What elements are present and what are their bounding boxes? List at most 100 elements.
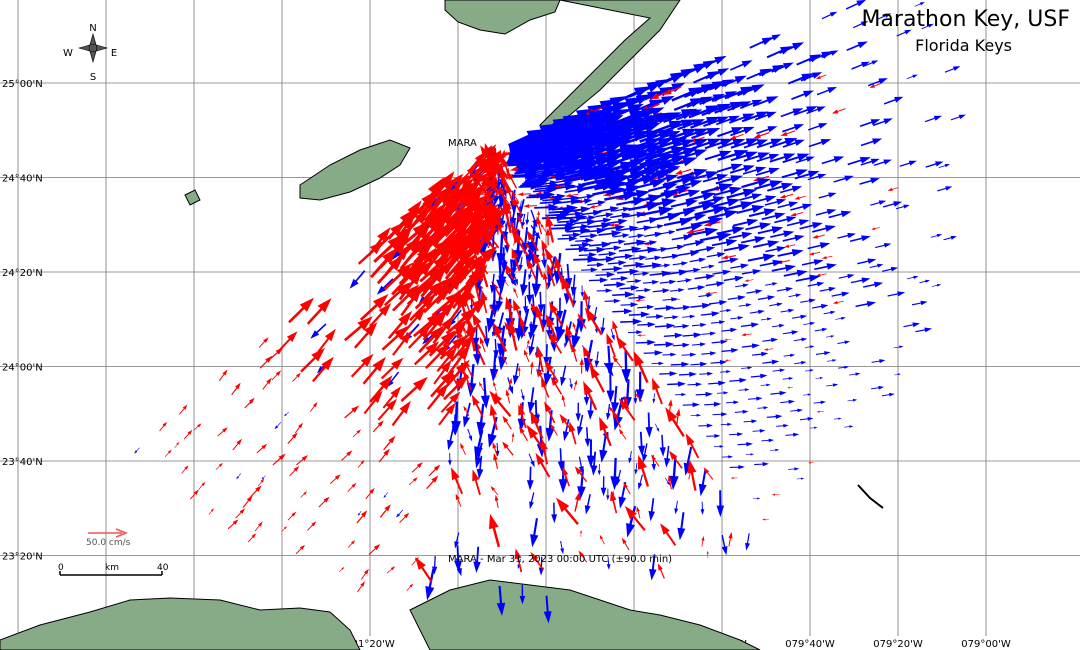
current-vector (522, 283, 525, 291)
current-vector (782, 139, 805, 148)
current-vector (683, 446, 693, 476)
current-vector (612, 291, 635, 298)
current-vector (574, 491, 581, 512)
current-vector (663, 217, 693, 227)
current-vector (808, 123, 828, 131)
current-vector (701, 103, 732, 117)
current-vector (807, 173, 827, 181)
current-vector (673, 189, 701, 199)
current-vector (490, 486, 499, 496)
current-vector (811, 304, 829, 309)
current-vector (683, 240, 705, 247)
current-vector (379, 504, 391, 518)
current-vector (455, 493, 462, 507)
current-vector (754, 462, 769, 467)
current-vector (612, 308, 633, 315)
current-vector (771, 493, 780, 496)
current-vector (533, 251, 544, 278)
current-vector (518, 256, 523, 271)
current-vector (496, 260, 506, 294)
current-vector (574, 219, 597, 226)
current-vector (754, 180, 783, 190)
current-vector (628, 201, 662, 211)
current-vector (729, 377, 747, 383)
station-marker (488, 148, 496, 156)
current-vector (651, 454, 660, 467)
current-vector (594, 351, 600, 368)
current-vector (352, 429, 362, 438)
current-vector (896, 29, 912, 37)
current-vector (562, 466, 570, 487)
current-vector (587, 200, 607, 206)
cuba-central (409, 579, 761, 650)
current-vector (664, 119, 696, 132)
current-vector (760, 317, 772, 321)
current-vector (671, 234, 693, 241)
current-vector (756, 153, 780, 163)
current-vector (540, 438, 548, 465)
current-vector (765, 282, 778, 286)
current-vector (674, 392, 687, 397)
current-vector (274, 422, 282, 430)
current-vector (500, 247, 508, 273)
current-vector (520, 269, 528, 297)
current-vector (661, 253, 681, 260)
current-vector (730, 263, 749, 269)
current-vector (227, 519, 239, 530)
current-vector (729, 133, 744, 140)
current-vector (711, 339, 728, 345)
current-vector (557, 218, 579, 225)
current-vector (637, 304, 655, 310)
current-vector (444, 246, 473, 280)
current-vector (701, 331, 717, 336)
current-vector (832, 300, 844, 304)
current-vector (425, 568, 435, 601)
current-vector (678, 250, 700, 257)
current-vector (598, 251, 617, 257)
current-vector (489, 273, 496, 294)
current-vector (728, 231, 753, 239)
current-vector (392, 284, 420, 312)
current-vector (707, 209, 739, 220)
current-vector (604, 190, 639, 201)
current-vector (359, 294, 389, 321)
current-vector (501, 199, 512, 234)
current-vector (408, 477, 418, 486)
current-vector (454, 178, 475, 196)
current-vector (745, 533, 750, 551)
current-vector (473, 338, 481, 366)
current-vector (430, 369, 455, 398)
current-vector (349, 270, 366, 289)
lat-label: 23°40'N (2, 457, 43, 468)
current-vector (483, 182, 499, 196)
current-vector (814, 327, 828, 332)
current-vector (565, 324, 573, 350)
current-vector (724, 86, 755, 100)
current-vector (875, 243, 892, 249)
current-vector (743, 139, 769, 149)
current-vector (746, 289, 763, 294)
current-vector (599, 416, 612, 447)
current-vector (612, 320, 620, 340)
current-vector (247, 533, 257, 543)
current-vector (749, 309, 765, 314)
current-vector (447, 174, 462, 190)
current-vector (526, 466, 534, 491)
current-vector (474, 429, 484, 461)
current-vector (695, 205, 728, 216)
current-vector (584, 227, 607, 234)
current-vector (682, 314, 696, 319)
current-vector (557, 235, 578, 242)
current-vector (919, 279, 930, 284)
current-vector (737, 84, 765, 97)
current-vector (510, 172, 536, 180)
current-vector (713, 186, 743, 197)
current-vector (590, 451, 598, 476)
current-vector (381, 325, 409, 351)
current-vector (652, 212, 681, 221)
current-vector (581, 267, 598, 273)
current-vector (706, 252, 726, 258)
current-vector (823, 310, 836, 315)
current-vector (585, 356, 590, 373)
current-vector (670, 288, 685, 293)
